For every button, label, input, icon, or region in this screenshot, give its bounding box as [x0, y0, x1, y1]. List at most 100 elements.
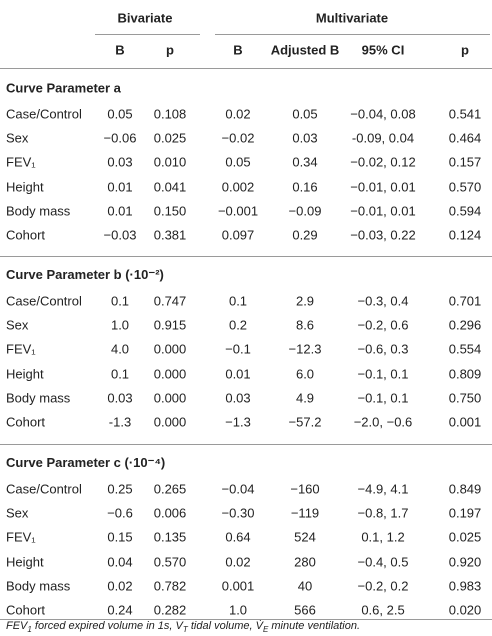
- cell: 0.135: [153, 529, 187, 545]
- cell: 1.0: [110, 317, 130, 333]
- cell: 0.25: [107, 481, 133, 497]
- row-label: Height: [6, 179, 44, 195]
- cell: 0.464: [448, 130, 482, 146]
- cell: 0.006: [153, 505, 187, 521]
- group-header: Bivariate: [117, 10, 173, 26]
- cell: 0.296: [448, 317, 482, 333]
- row-label: Case/Control: [6, 293, 82, 309]
- cell: −0.04, 0.08: [350, 106, 416, 122]
- cell: 0.34: [292, 154, 318, 170]
- cell: 0.750: [448, 390, 482, 406]
- cell: 0.05: [107, 106, 133, 122]
- row-label: Case/Control: [6, 481, 82, 497]
- cell: 0.000: [153, 414, 187, 430]
- footnote: FEV1 forced expired volume in 1s, VT tid…: [6, 620, 360, 634]
- cell: 0.570: [153, 554, 187, 570]
- cell: 0.747: [153, 293, 187, 309]
- cell: 0.15: [107, 529, 133, 545]
- row-label: Body mass: [6, 578, 71, 594]
- cell: 0.1, 1.2: [361, 529, 405, 545]
- cell: 0.025: [153, 130, 187, 146]
- cell: 0.594: [448, 203, 482, 219]
- cell: −0.3, 0.4: [357, 293, 409, 309]
- cell: −119: [290, 505, 320, 521]
- column-header: B: [233, 42, 243, 58]
- cell: −0.04: [221, 481, 255, 497]
- cell: 6.0: [295, 366, 315, 382]
- cell: 0.915: [153, 317, 187, 333]
- row-label: Case/Control: [6, 106, 82, 122]
- row-label: Body mass: [6, 390, 71, 406]
- cell: 0.6, 2.5: [361, 602, 405, 618]
- cell: 0.541: [448, 106, 482, 122]
- column-header: p: [166, 42, 174, 58]
- column-header: B: [115, 42, 125, 58]
- cell: 0.1: [228, 293, 248, 309]
- cell: −0.6: [107, 505, 133, 521]
- section-title: Curve Parameter c (·10⁻⁴): [6, 455, 166, 470]
- cell: −160: [290, 481, 320, 497]
- cell: 0.24: [107, 602, 133, 618]
- row-label: Sex: [6, 130, 29, 146]
- cell: −0.4, 0.5: [357, 554, 409, 570]
- cell: 0.554: [448, 341, 482, 357]
- rule: [0, 619, 492, 620]
- rule: [215, 34, 490, 35]
- footnote-text: FEV: [6, 620, 28, 632]
- cell: −0.02, 0.12: [350, 154, 416, 170]
- row-label: FEV₁: [6, 154, 36, 170]
- cell: 0.782: [153, 578, 187, 594]
- cell: 0.01: [107, 203, 133, 219]
- cell: 0.983: [448, 578, 482, 594]
- cell: 0.01: [225, 366, 251, 382]
- cell: 0.000: [153, 366, 187, 382]
- section-title: Curve Parameter b (·10⁻²): [6, 267, 164, 282]
- cell: 0.2: [228, 317, 248, 333]
- cell: 0.197: [448, 505, 482, 521]
- cell: −0.1, 0.1: [357, 390, 409, 406]
- cell: 0.16: [292, 179, 318, 195]
- rule: [0, 444, 492, 445]
- footnote-sub: T: [182, 625, 188, 635]
- cell: 0.920: [448, 554, 482, 570]
- cell: −2.0, −0.6: [353, 414, 413, 430]
- cell: 524: [294, 529, 316, 545]
- cell: −0.06: [103, 130, 137, 146]
- cell: 0.05: [225, 154, 251, 170]
- cell: 0.849: [448, 481, 482, 497]
- footnote-text: tidal volume, V̇: [187, 620, 263, 632]
- cell: 0.020: [448, 602, 482, 618]
- row-label: FEV₁: [6, 529, 36, 545]
- cell: −0.03: [103, 227, 137, 243]
- rule: [0, 256, 492, 257]
- cell: 0.64: [225, 529, 251, 545]
- cell: 0.282: [153, 602, 187, 618]
- cell: −0.02: [221, 130, 255, 146]
- cell: 0.04: [107, 554, 133, 570]
- cell: 566: [294, 602, 316, 618]
- cell: −1.3: [225, 414, 251, 430]
- cell: -1.3: [108, 414, 132, 430]
- footnote-sub: 1: [27, 625, 32, 635]
- cell: 0.010: [153, 154, 187, 170]
- cell: 0.108: [153, 106, 187, 122]
- cell: 4.0: [110, 341, 130, 357]
- cell: −0.2, 0.2: [357, 578, 409, 594]
- column-header: 95% CI: [361, 42, 405, 58]
- cell: −0.01, 0.01: [350, 179, 416, 195]
- cell: −0.01, 0.01: [350, 203, 416, 219]
- cell: 0.03: [107, 390, 133, 406]
- cell: −4.9, 4.1: [357, 481, 409, 497]
- cell: 0.03: [107, 154, 133, 170]
- cell: 0.701: [448, 293, 482, 309]
- footnote-text: forced expired volume in 1s, V: [31, 620, 183, 632]
- cell: 1.0: [228, 602, 248, 618]
- cell: 0.001: [221, 578, 255, 594]
- cell: −0.30: [221, 505, 255, 521]
- cell: 4.9: [295, 390, 315, 406]
- row-label: Cohort: [6, 227, 46, 243]
- cell: 0.025: [448, 529, 482, 545]
- section-title: Curve Parameter a: [6, 80, 121, 96]
- cell: 0.02: [107, 578, 133, 594]
